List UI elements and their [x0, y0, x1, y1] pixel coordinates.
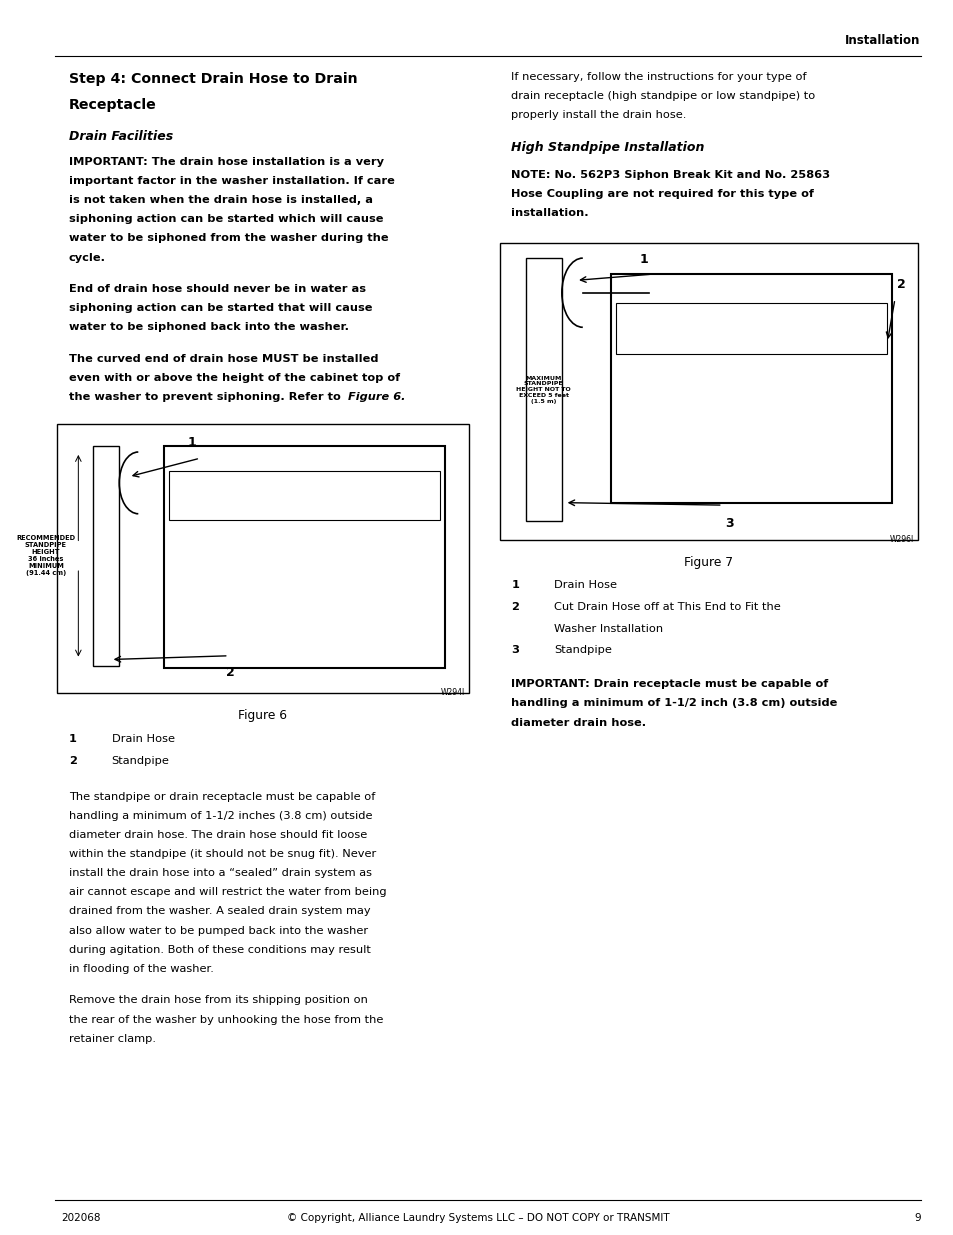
Text: diameter drain hose.: diameter drain hose. [511, 718, 646, 727]
Text: during agitation. Both of these conditions may result: during agitation. Both of these conditio… [69, 945, 371, 955]
Text: water to be siphoned from the washer during the: water to be siphoned from the washer dur… [69, 233, 388, 243]
Text: RECOMMENDED
STANDPIPE
HEIGHT
36 inches
MINIMUM
(91.44 cm): RECOMMENDED STANDPIPE HEIGHT 36 inches M… [16, 535, 75, 577]
Text: 2: 2 [896, 278, 904, 291]
Text: Drain Hose: Drain Hose [112, 734, 174, 743]
Bar [164, 446, 444, 668]
Text: Remove the drain hose from its shipping position on: Remove the drain hose from its shipping … [69, 995, 367, 1005]
Text: Figure 7: Figure 7 [683, 556, 733, 569]
Text: Standpipe: Standpipe [554, 645, 612, 656]
Text: 2: 2 [226, 666, 234, 679]
Text: in flooding of the washer.: in flooding of the washer. [69, 963, 213, 974]
Text: MAXIMUM
STANDPIPE
HEIGHT NOT TO
EXCEED 5 feet
(1.5 m): MAXIMUM STANDPIPE HEIGHT NOT TO EXCEED 5… [516, 375, 571, 404]
Text: drained from the washer. A sealed drain system may: drained from the washer. A sealed drain … [69, 906, 370, 916]
Text: The standpipe or drain receptacle must be capable of: The standpipe or drain receptacle must b… [69, 792, 375, 802]
Text: air cannot escape and will restrict the water from being: air cannot escape and will restrict the … [69, 887, 386, 898]
Text: 1: 1 [188, 436, 196, 450]
Text: Installation: Installation [844, 33, 920, 47]
Text: 1: 1 [639, 253, 648, 267]
Text: NOTE: No. 562P3 Siphon Break Kit and No. 25863: NOTE: No. 562P3 Siphon Break Kit and No.… [511, 170, 830, 180]
Text: Drain Hose: Drain Hose [554, 580, 617, 590]
Text: installation.: installation. [511, 209, 588, 219]
Bar [611, 274, 891, 503]
Text: important factor in the washer installation. If care: important factor in the washer installat… [69, 177, 395, 186]
Bar [525, 258, 561, 521]
Text: handling a minimum of 1-1/2 inches (3.8 cm) outside: handling a minimum of 1-1/2 inches (3.8 … [69, 811, 372, 821]
Text: 2: 2 [69, 757, 76, 767]
Text: 3: 3 [725, 517, 734, 531]
Text: W296I: W296I [889, 535, 913, 543]
Bar [92, 446, 119, 666]
Text: End of drain hose should never be in water as: End of drain hose should never be in wat… [69, 284, 365, 294]
Text: 9: 9 [913, 1213, 920, 1223]
Text: Step 4: Connect Drain Hose to Drain: Step 4: Connect Drain Hose to Drain [69, 72, 357, 85]
Bar [169, 471, 439, 520]
Text: W294I: W294I [440, 688, 464, 697]
Text: Washer Installation: Washer Installation [554, 624, 662, 634]
Text: Cut Drain Hose off at This End to Fit the: Cut Drain Hose off at This End to Fit th… [554, 603, 781, 613]
Text: Hose Coupling are not required for this type of: Hose Coupling are not required for this … [511, 189, 814, 199]
Text: water to be siphoned back into the washer.: water to be siphoned back into the washe… [69, 322, 349, 332]
Text: Receptacle: Receptacle [69, 98, 156, 111]
Text: If necessary, follow the instructions for your type of: If necessary, follow the instructions fo… [511, 72, 806, 82]
Text: cycle.: cycle. [69, 253, 106, 263]
Text: siphoning action can be started that will cause: siphoning action can be started that wil… [69, 304, 372, 314]
Bar [499, 243, 917, 540]
Text: diameter drain hose. The drain hose should fit loose: diameter drain hose. The drain hose shou… [69, 830, 367, 840]
Text: High Standpipe Installation: High Standpipe Installation [511, 142, 704, 154]
Text: Drain Facilities: Drain Facilities [69, 130, 172, 143]
Text: the washer to prevent siphoning. Refer to: the washer to prevent siphoning. Refer t… [69, 393, 344, 403]
Text: 202068: 202068 [61, 1213, 101, 1223]
Text: 3: 3 [511, 645, 518, 656]
Text: siphoning action can be started which will cause: siphoning action can be started which wi… [69, 215, 383, 225]
Text: IMPORTANT: Drain receptacle must be capable of: IMPORTANT: Drain receptacle must be capa… [511, 679, 828, 689]
Text: Figure 6: Figure 6 [238, 709, 287, 722]
Text: retainer clamp.: retainer clamp. [69, 1034, 155, 1044]
Text: 1: 1 [69, 734, 76, 743]
Text: properly install the drain hose.: properly install the drain hose. [511, 110, 686, 120]
Text: install the drain hose into a “sealed” drain system as: install the drain hose into a “sealed” d… [69, 868, 372, 878]
Bar [616, 303, 886, 354]
Text: even with or above the height of the cabinet top of: even with or above the height of the cab… [69, 373, 399, 383]
Bar [57, 424, 468, 693]
Text: Standpipe: Standpipe [112, 757, 170, 767]
Text: © Copyright, Alliance Laundry Systems LLC – DO NOT COPY or TRANSMIT: © Copyright, Alliance Laundry Systems LL… [287, 1213, 669, 1223]
Text: The curved end of drain hose MUST be installed: The curved end of drain hose MUST be ins… [69, 354, 378, 364]
Text: handling a minimum of 1-1/2 inch (3.8 cm) outside: handling a minimum of 1-1/2 inch (3.8 cm… [511, 698, 837, 709]
Text: IMPORTANT: The drain hose installation is a very: IMPORTANT: The drain hose installation i… [69, 157, 383, 167]
Text: the rear of the washer by unhooking the hose from the: the rear of the washer by unhooking the … [69, 1014, 383, 1025]
Text: 1: 1 [511, 580, 518, 590]
Text: 2: 2 [511, 603, 518, 613]
Text: within the standpipe (it should not be snug fit). Never: within the standpipe (it should not be s… [69, 850, 375, 860]
Text: is not taken when the drain hose is installed, a: is not taken when the drain hose is inst… [69, 195, 373, 205]
Text: drain receptacle (high standpipe or low standpipe) to: drain receptacle (high standpipe or low … [511, 91, 815, 101]
Text: Figure 6.: Figure 6. [347, 393, 405, 403]
Text: also allow water to be pumped back into the washer: also allow water to be pumped back into … [69, 925, 368, 936]
